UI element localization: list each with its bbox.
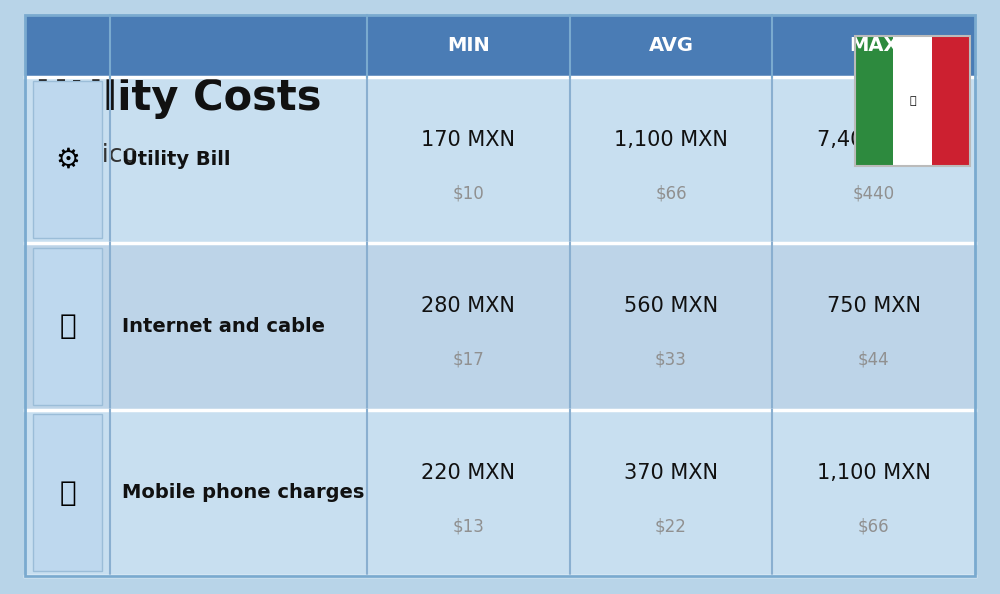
- Text: MAX: MAX: [849, 36, 898, 55]
- Bar: [855, 36, 970, 166]
- Text: $13: $13: [452, 517, 484, 535]
- Bar: [33, 415, 102, 571]
- Bar: [932, 36, 970, 166]
- Text: 370 MXN: 370 MXN: [624, 463, 718, 483]
- Bar: [33, 81, 102, 238]
- Text: $44: $44: [858, 350, 889, 369]
- Text: $22: $22: [655, 517, 687, 535]
- Text: Tampico: Tampico: [35, 143, 138, 166]
- Text: $440: $440: [853, 184, 895, 202]
- Bar: [893, 36, 932, 166]
- Text: 📱: 📱: [59, 479, 76, 507]
- Text: Utility Costs: Utility Costs: [35, 77, 322, 119]
- Text: 1,100 MXN: 1,100 MXN: [614, 130, 728, 150]
- Text: $66: $66: [655, 184, 687, 202]
- Text: $10: $10: [452, 184, 484, 202]
- Text: $66: $66: [858, 517, 889, 535]
- Text: 560 MXN: 560 MXN: [624, 296, 718, 317]
- Text: Internet and cable: Internet and cable: [122, 317, 326, 336]
- Text: Utility Bill: Utility Bill: [122, 150, 231, 169]
- Bar: [25, 77, 975, 243]
- Bar: [33, 248, 102, 405]
- Text: Mobile phone charges: Mobile phone charges: [122, 484, 365, 503]
- Text: 280 MXN: 280 MXN: [421, 296, 515, 317]
- Bar: [25, 410, 975, 576]
- Text: 📶: 📶: [59, 312, 76, 340]
- Text: 170 MXN: 170 MXN: [421, 130, 515, 150]
- Text: ⚙: ⚙: [55, 146, 80, 174]
- Text: 750 MXN: 750 MXN: [827, 296, 921, 317]
- Text: AVG: AVG: [648, 36, 693, 55]
- Text: 🦅: 🦅: [909, 96, 916, 106]
- Bar: [25, 243, 975, 410]
- Text: $17: $17: [452, 350, 484, 369]
- Text: 7,400 MXN: 7,400 MXN: [817, 130, 931, 150]
- Text: $33: $33: [655, 350, 687, 369]
- Text: 220 MXN: 220 MXN: [421, 463, 515, 483]
- Bar: [25, 15, 975, 77]
- Text: 1,100 MXN: 1,100 MXN: [817, 463, 931, 483]
- Text: MIN: MIN: [447, 36, 490, 55]
- Bar: [855, 36, 893, 166]
